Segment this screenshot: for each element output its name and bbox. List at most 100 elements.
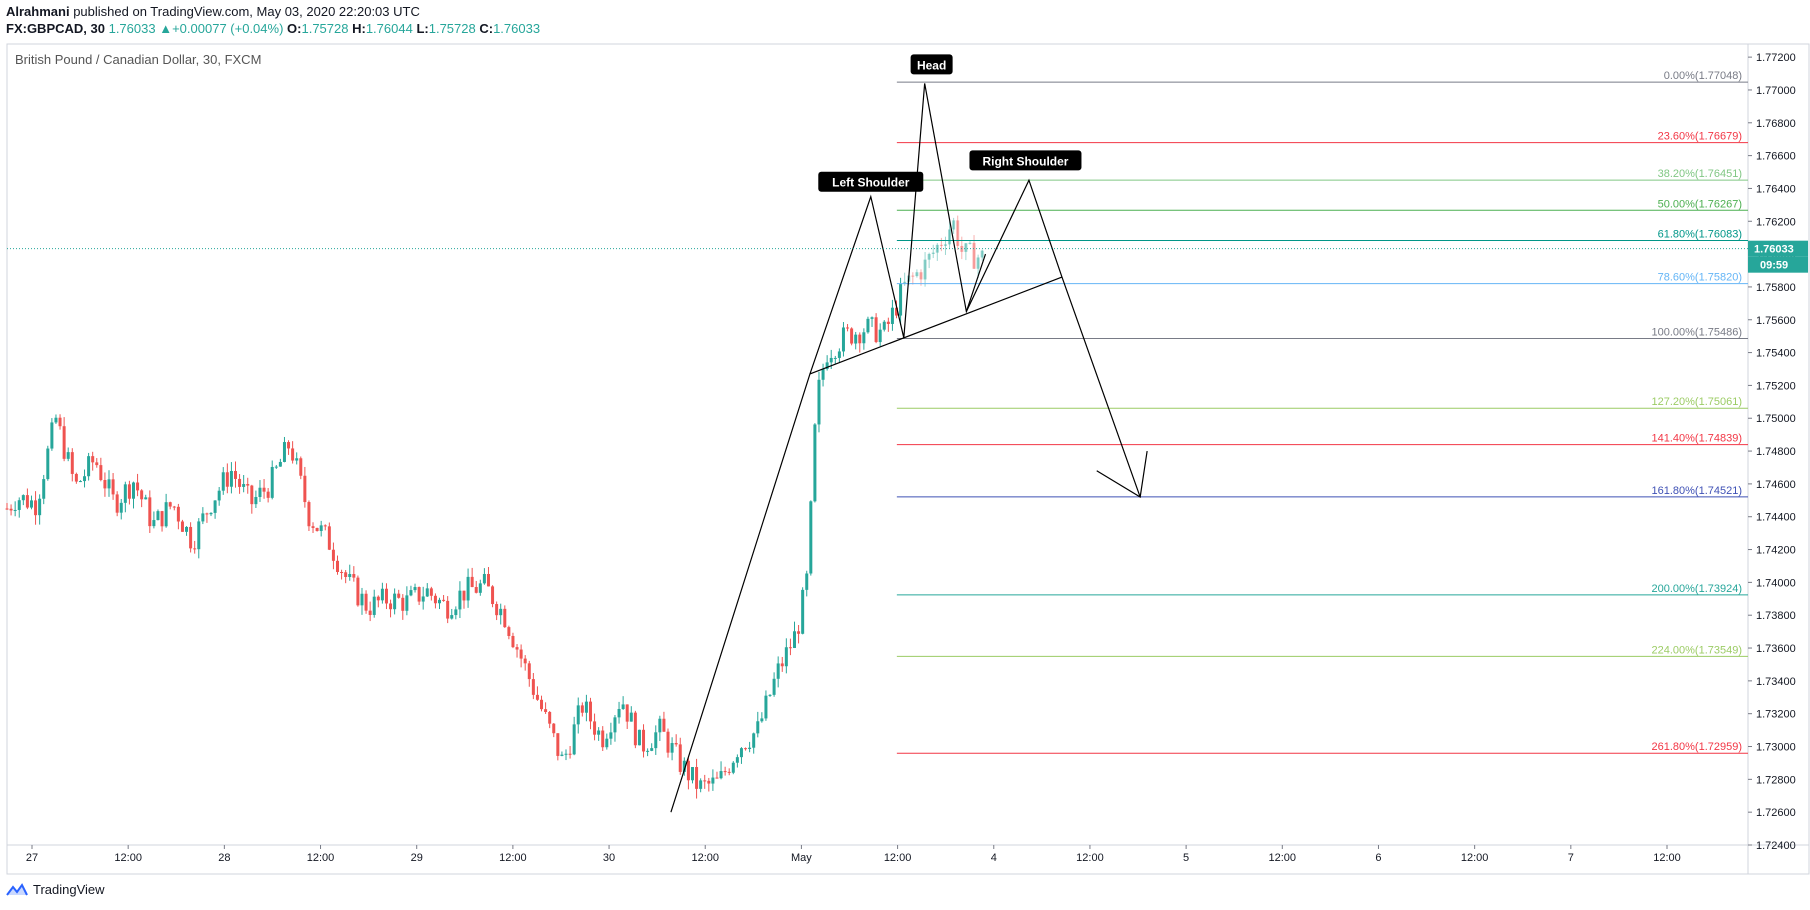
candle-body	[13, 509, 17, 511]
price-tick-label: 1.74800	[1756, 446, 1796, 458]
candle-body	[185, 526, 189, 532]
candle-body	[450, 615, 454, 619]
tradingview-logo-icon	[6, 882, 28, 896]
candle-body	[719, 771, 723, 779]
candle-body	[776, 663, 780, 679]
price-tick-label: 1.74200	[1756, 545, 1796, 557]
candle-body	[703, 780, 707, 782]
projection-arrow-icon[interactable]	[1096, 450, 1148, 499]
candle-body	[903, 281, 907, 285]
fib-level-label: 161.80%(1.74521)	[1651, 485, 1742, 497]
candle-body	[764, 695, 768, 719]
candle-body	[846, 327, 850, 329]
candle-body	[311, 526, 315, 528]
candle-body	[189, 526, 193, 549]
candle-body	[813, 424, 817, 502]
pattern-trend-line[interactable]	[965, 253, 987, 312]
publish-info: Alrahmani published on TradingView.com, …	[6, 4, 420, 20]
candle-body	[91, 456, 95, 463]
fib-level-label: 61.80%(1.76083)	[1658, 228, 1742, 240]
candle-body	[156, 511, 160, 521]
candle-body	[486, 573, 490, 587]
candle-body	[360, 593, 364, 606]
candle-body	[5, 508, 9, 510]
price-tick-label: 1.77200	[1756, 52, 1796, 64]
fib-level-label: 200.00%(1.73924)	[1651, 583, 1742, 595]
candle-body	[144, 497, 148, 500]
candle-body	[552, 723, 556, 734]
time-tick-label: 12:00	[307, 852, 335, 864]
time-tick-label: 12:00	[499, 852, 527, 864]
time-tick-label: 7	[1568, 852, 1574, 864]
annotation-badge	[818, 171, 924, 192]
candle-body	[34, 500, 38, 516]
candle-body	[829, 357, 833, 363]
candle-body	[205, 513, 209, 515]
candle-body	[466, 576, 470, 601]
time-tick-label: 29	[411, 852, 423, 864]
fibonacci-layer[interactable]: 0.00%(1.77048) 23.60%(1.76679) 38.20%(1.76…	[896, 70, 1748, 754]
candle-body	[123, 484, 127, 503]
time-tick-label: 12:00	[1461, 852, 1489, 864]
candle-body	[886, 321, 890, 324]
published-text: published on TradingView.com, May 03, 20…	[73, 4, 420, 19]
candle-body	[682, 760, 686, 772]
tradingview-brand[interactable]: TradingView	[6, 882, 105, 897]
candle-body	[584, 701, 588, 713]
chart-frame	[6, 43, 1810, 875]
time-tick-label: 12:00	[1076, 852, 1104, 864]
candle-body	[254, 496, 258, 505]
candle-body	[633, 712, 637, 746]
candle-body	[723, 771, 727, 773]
candle-body	[548, 711, 552, 724]
price-axis[interactable]: 1.77200 1.77000 1.76800 1.76600 1.76400 1.762…	[1748, 52, 1796, 852]
candle-body	[731, 762, 735, 773]
symbol-label[interactable]: FX:GBPCAD, 30	[6, 21, 105, 36]
candle-body	[331, 549, 335, 561]
candle-body	[658, 718, 662, 733]
candle-body	[442, 599, 446, 601]
candle-body	[482, 573, 486, 584]
candle-body	[348, 574, 352, 578]
pattern-trend-line[interactable]	[670, 83, 1141, 813]
candle-body	[797, 631, 801, 634]
candle-body	[115, 494, 119, 513]
pattern-trend-line[interactable]	[809, 276, 1063, 375]
candle-body	[772, 678, 776, 695]
candle-body	[25, 495, 29, 508]
candle-body	[38, 498, 42, 516]
candle-body	[919, 272, 923, 280]
candle-body	[433, 595, 437, 604]
candle-body	[927, 253, 931, 260]
candle-body	[119, 502, 123, 513]
price-tick-label: 1.73200	[1756, 709, 1796, 721]
price-tick-label: 1.72800	[1756, 774, 1796, 786]
candle-body	[866, 318, 870, 333]
candle-body	[882, 321, 886, 330]
time-axis[interactable]: 27 12:00 28 12:00 29 12:00 30 12:00 May 12:00 4 12:…	[26, 845, 1681, 864]
candle-body	[250, 485, 254, 505]
pattern-layer[interactable]	[670, 83, 1148, 813]
candle-body	[841, 327, 845, 352]
candle-body	[42, 479, 46, 499]
candle-body	[425, 588, 429, 597]
candle-body	[372, 596, 376, 615]
candle-body	[87, 456, 91, 477]
candle-body	[103, 480, 107, 489]
time-tick-label: 12:00	[1653, 852, 1681, 864]
open-value: 1.75728	[301, 21, 349, 36]
candle-body	[752, 733, 756, 748]
candle-body	[438, 599, 442, 604]
author-name[interactable]: Alrahmani	[6, 4, 70, 19]
candle-body	[413, 587, 417, 591]
candle-body	[739, 748, 743, 758]
candle-body	[46, 448, 50, 480]
candle-body	[421, 596, 425, 602]
fib-level-label: 78.60%(1.75820)	[1658, 272, 1742, 284]
candle-body	[915, 272, 919, 277]
close-label: C:	[479, 21, 494, 36]
candle-body	[491, 586, 495, 605]
candle-body	[825, 362, 829, 369]
price-tick-label: 1.73800	[1756, 610, 1796, 622]
